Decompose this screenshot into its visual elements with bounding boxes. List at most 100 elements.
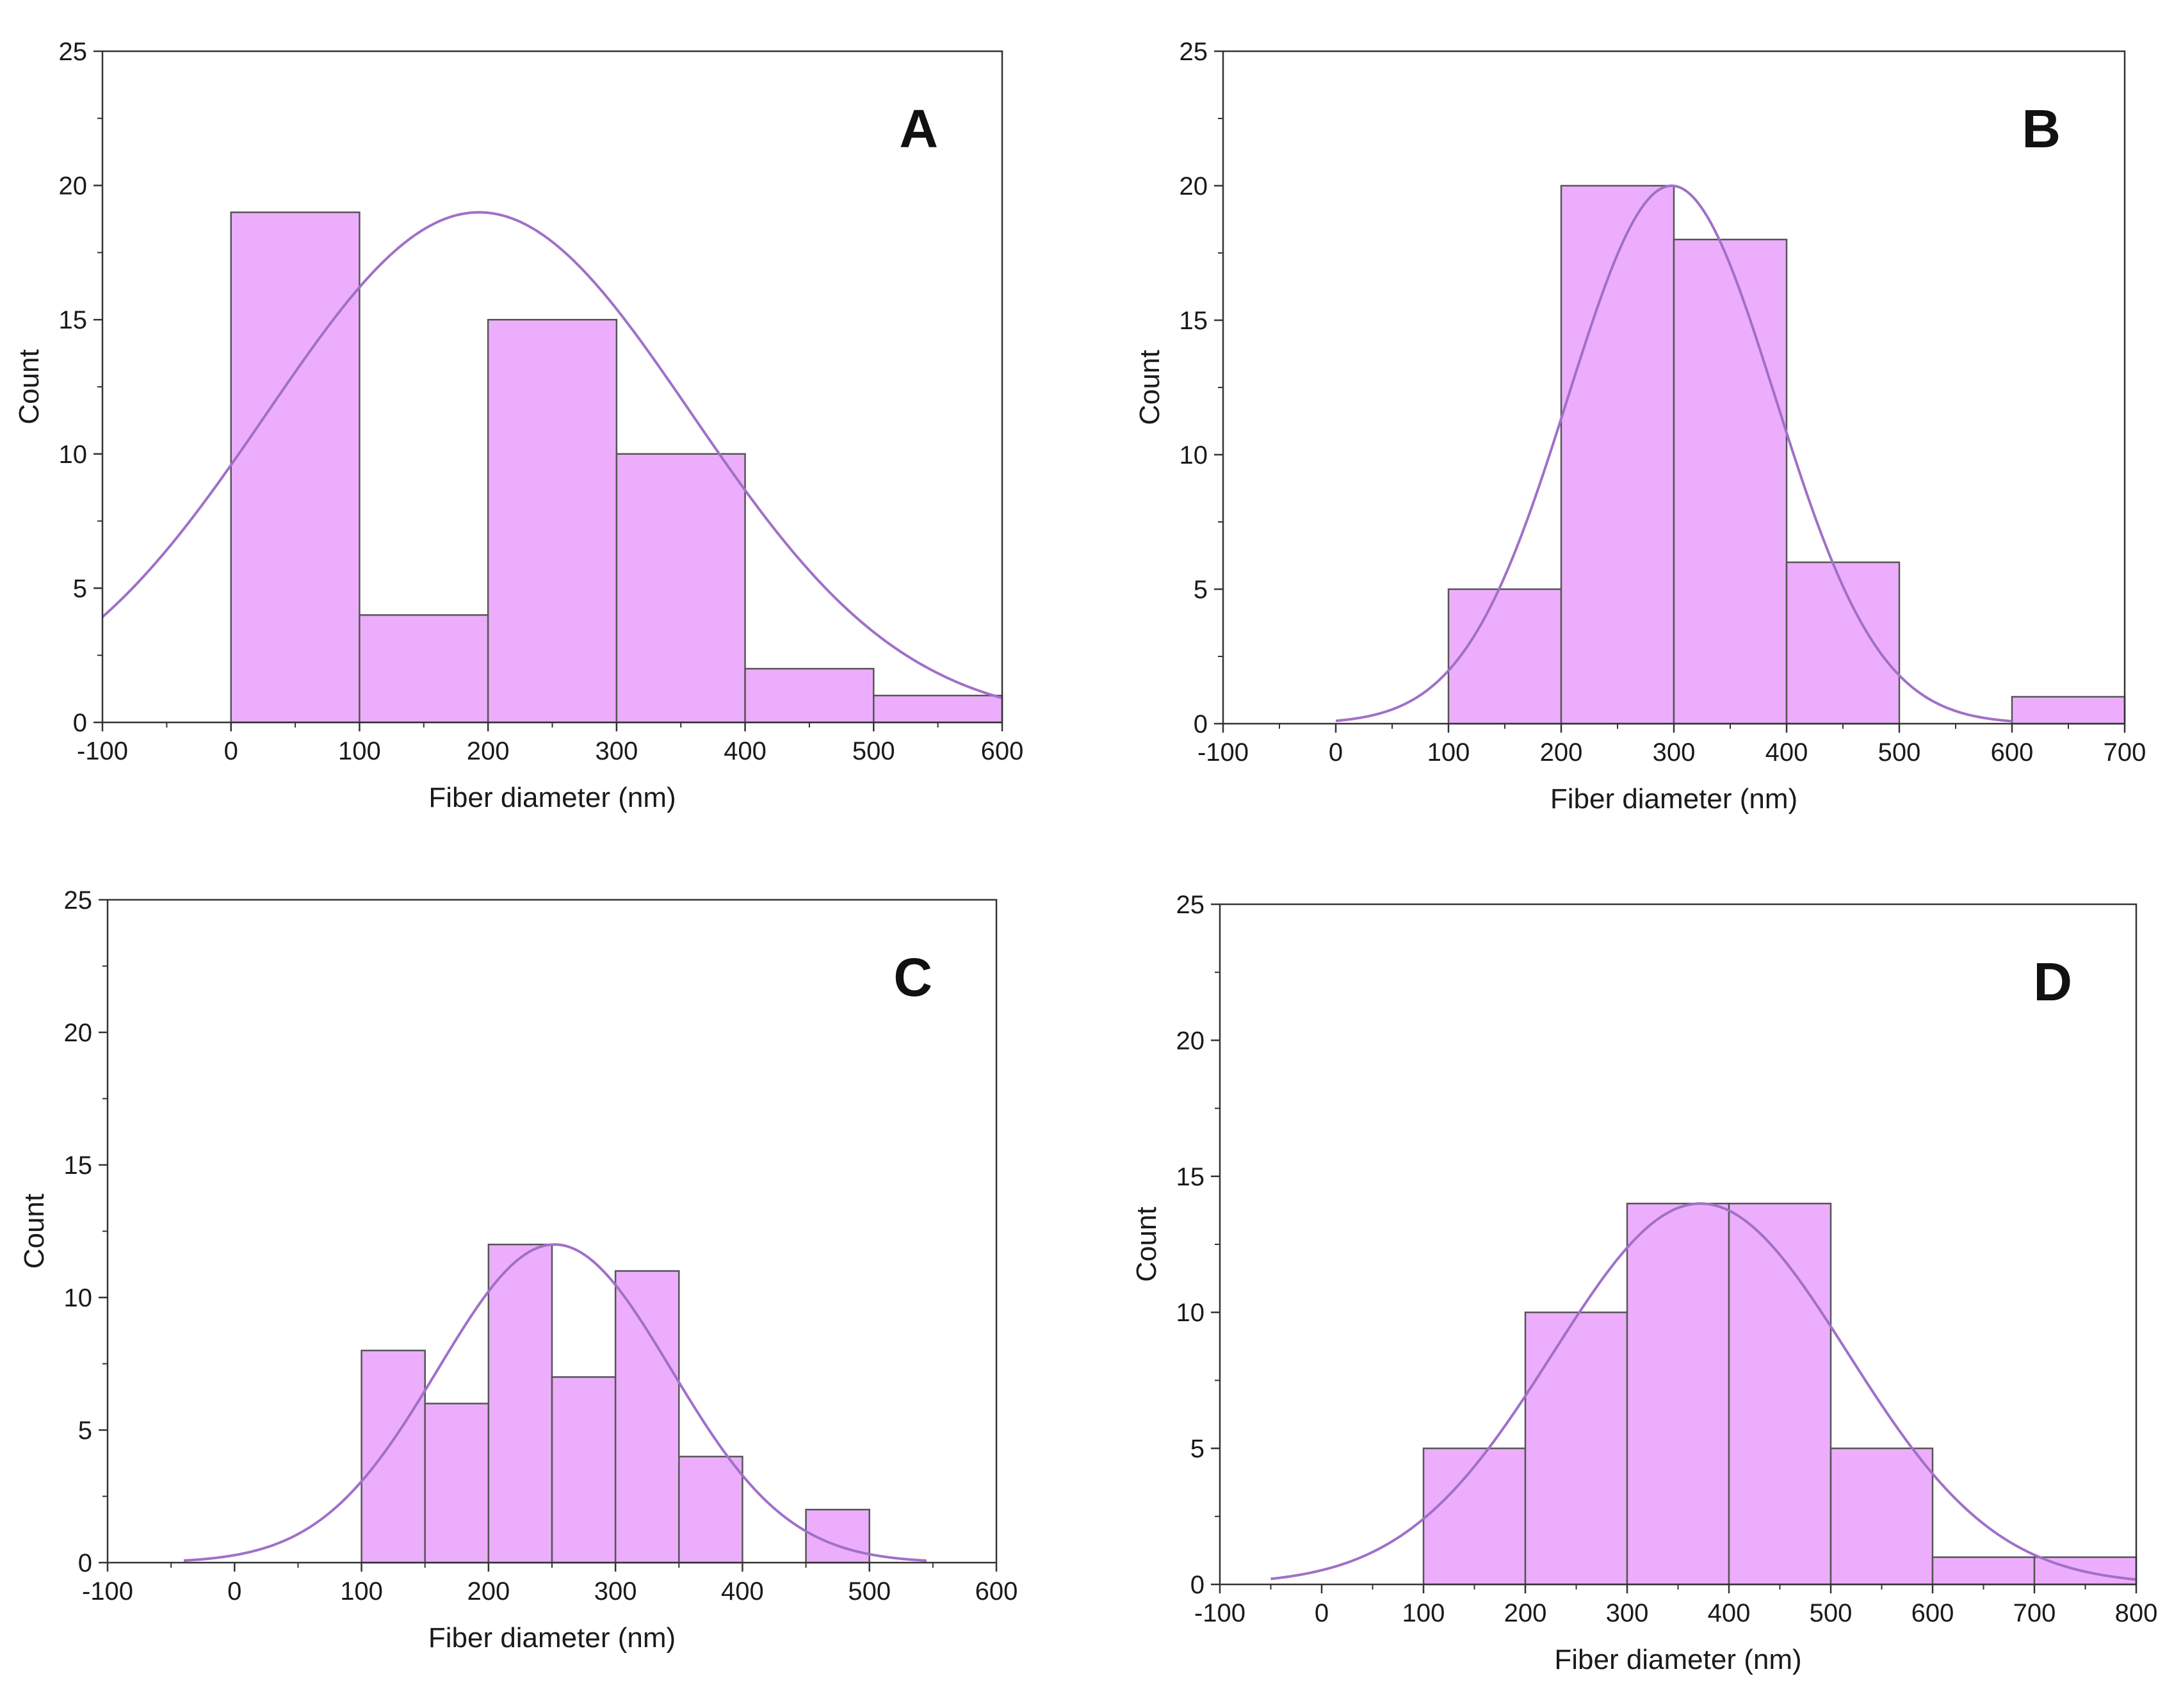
normal-fit-curve [101, 211, 1003, 699]
histogram-bar [744, 667, 875, 724]
histogram-bar [1447, 588, 1562, 725]
y-tick-label: 10 [64, 1284, 93, 1312]
x-tick-label: -100 [1197, 738, 1249, 767]
x-axis-label: Fiber diameter (nm) [428, 782, 676, 813]
histogram-bar [230, 211, 361, 724]
histogram-bar [424, 1403, 490, 1564]
y-tick-label: 5 [78, 1417, 92, 1445]
histogram-bar [1728, 1203, 1832, 1586]
x-tick-label: 600 [1911, 1599, 1954, 1627]
x-tick-label: 800 [2115, 1599, 2158, 1627]
histogram-bar [873, 694, 1003, 724]
x-tick-label: 0 [1315, 1599, 1329, 1627]
x-tick-label: 600 [981, 737, 1024, 765]
histogram-bar [1931, 1556, 2036, 1586]
y-tick-label: 25 [1180, 38, 1208, 66]
x-tick-label: 400 [724, 737, 767, 765]
histogram-bar [487, 318, 618, 724]
y-tick-label: 0 [73, 709, 87, 737]
histogram-bar [678, 1456, 743, 1564]
panel-label: C [893, 947, 932, 1007]
x-tick-label: 100 [1402, 1599, 1445, 1627]
x-tick-label: 100 [338, 737, 381, 765]
y-tick-label: 15 [1180, 307, 1208, 335]
y-tick-label: 10 [1176, 1299, 1205, 1327]
x-tick-label: 700 [2013, 1599, 2056, 1627]
x-tick-label: 300 [1606, 1599, 1649, 1627]
y-tick-label: 20 [64, 1019, 93, 1047]
x-tick-label: 500 [1878, 738, 1921, 767]
histogram-bar [614, 1270, 680, 1564]
histogram-bar [1422, 1447, 1527, 1586]
y-tick-label: 20 [59, 172, 88, 200]
y-tick-label: 10 [59, 441, 88, 469]
x-tick-label: 0 [224, 737, 238, 765]
panel-label: B [2022, 99, 2061, 159]
panel-label: D [2033, 952, 2072, 1012]
histogram-bar [359, 614, 489, 724]
x-tick-label: 400 [1765, 738, 1808, 767]
y-tick-label: 5 [1190, 1435, 1205, 1463]
x-tick-label: 100 [1427, 738, 1470, 767]
y-tick-label: 20 [1176, 1027, 1205, 1055]
histogram-bar [1626, 1203, 1730, 1586]
y-tick-label: 20 [1180, 172, 1208, 200]
x-tick-label: 200 [467, 1577, 510, 1606]
y-tick-label: 0 [1190, 1571, 1205, 1599]
y-tick-label: 5 [73, 574, 87, 603]
histogram-bar [615, 453, 746, 724]
x-tick-label: 0 [227, 1577, 241, 1606]
y-axis-label: Count [13, 349, 45, 424]
histogram-bar [487, 1243, 553, 1564]
x-tick-label: 500 [1810, 1599, 1853, 1627]
y-tick-label: 15 [1176, 1163, 1205, 1191]
panel-label: A [899, 99, 938, 159]
x-tick-label: 700 [2104, 738, 2146, 767]
y-tick-label: 0 [78, 1549, 92, 1577]
y-tick-label: 25 [59, 38, 88, 66]
y-tick-label: 5 [1194, 576, 1208, 604]
x-tick-label: 200 [467, 737, 510, 765]
x-axis-label: Fiber diameter (nm) [428, 1622, 676, 1654]
x-axis-label: Fiber diameter (nm) [1554, 1644, 1801, 1675]
histogram-bar [551, 1376, 617, 1564]
x-tick-label: -100 [1194, 1599, 1245, 1627]
y-tick-label: 0 [1194, 710, 1208, 738]
x-tick-label: 200 [1540, 738, 1583, 767]
y-tick-label: 15 [64, 1151, 93, 1180]
x-tick-label: 400 [721, 1577, 764, 1606]
x-tick-label: 400 [1708, 1599, 1751, 1627]
x-tick-label: 300 [595, 737, 638, 765]
x-axis-label: Fiber diameter (nm) [1550, 783, 1797, 815]
x-tick-label: 300 [1653, 738, 1696, 767]
histogram-bar [1524, 1311, 1628, 1586]
normal-fit-curve [1270, 1202, 2137, 1581]
histogram-bar [2011, 695, 2126, 725]
y-axis-label: Count [1131, 1207, 1162, 1281]
panel-b-histogram: -100 0 100 200 300 400 500 600 7000510152025Fibe… [1134, 38, 2146, 815]
y-tick-label: 15 [59, 306, 88, 334]
histogram-bar [1829, 1447, 1934, 1586]
x-tick-label: 300 [594, 1577, 637, 1606]
histogram-bar [1673, 238, 1788, 725]
y-tick-label: 25 [64, 886, 93, 915]
x-tick-label: 100 [340, 1577, 383, 1606]
x-tick-label: 600 [975, 1577, 1018, 1606]
x-tick-label: -100 [82, 1577, 133, 1606]
normal-fit-curve [1335, 184, 2013, 723]
normal-fit-curve [183, 1243, 927, 1562]
x-tick-label: 200 [1504, 1599, 1547, 1627]
x-tick-label: 0 [1329, 738, 1343, 767]
x-tick-label: 500 [852, 737, 895, 765]
y-tick-label: 10 [1180, 441, 1208, 469]
histogram-bar [361, 1349, 426, 1564]
y-axis-label: Count [1134, 350, 1165, 425]
x-tick-label: 600 [1991, 738, 2034, 767]
y-axis-label: Count [19, 1194, 50, 1269]
x-tick-label: -100 [77, 737, 128, 765]
panel-d-histogram: -100 0 100 200 300 400 500 600 700 8000510152025F… [1131, 891, 2157, 1675]
x-tick-label: 500 [848, 1577, 891, 1606]
histogram-bar [1560, 184, 1675, 725]
